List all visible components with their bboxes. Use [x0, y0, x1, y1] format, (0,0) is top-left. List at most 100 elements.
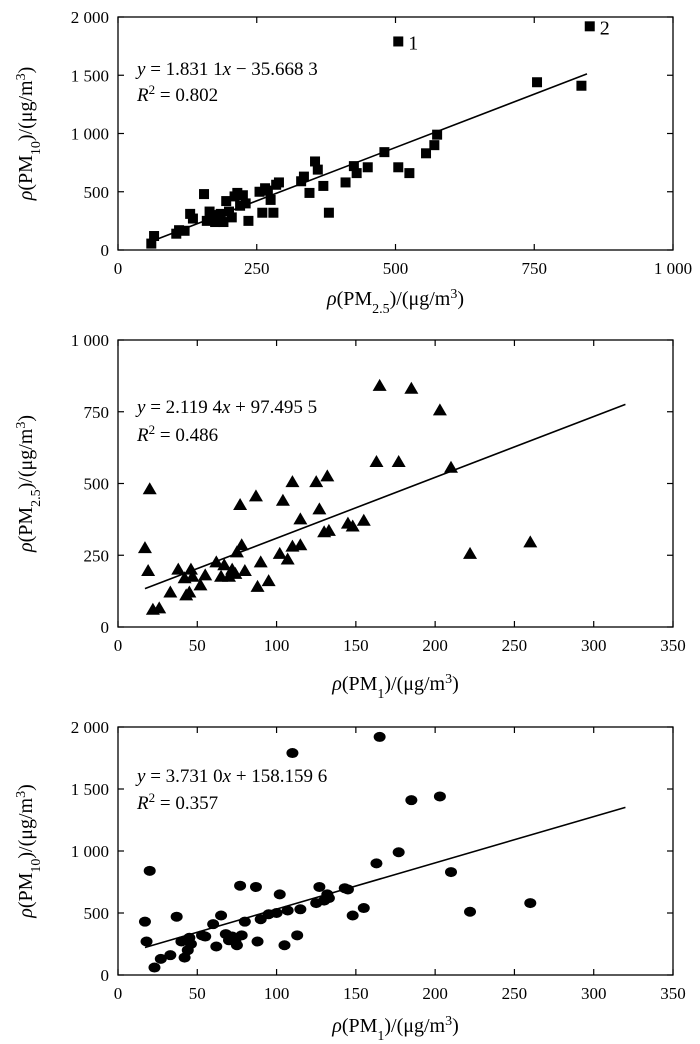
y-axis-label: ρ(PM10)/(μg/m3): [14, 784, 44, 919]
data-point: [212, 214, 223, 225]
data-point: [148, 962, 161, 973]
data-point: [356, 513, 371, 526]
data-point: [261, 574, 276, 587]
data-point: [291, 930, 304, 941]
data-point: [278, 940, 291, 951]
data-point: [146, 238, 157, 249]
r-squared: R2 = 0.486: [136, 422, 218, 447]
data-point: [464, 906, 477, 917]
data-point: [164, 950, 177, 961]
data-point: [304, 187, 315, 198]
y-tick-label: 1 000: [71, 842, 109, 861]
x-tick-label: 250: [244, 259, 270, 278]
x-tick-label: 350: [660, 984, 686, 1003]
data-point: [445, 867, 457, 878]
data-point: [218, 217, 229, 228]
x-tick-label: 100: [264, 636, 290, 655]
data-point: [249, 881, 262, 892]
data-point: [370, 858, 383, 869]
y-tick-label: 2 000: [71, 8, 109, 27]
data-point: [524, 898, 537, 909]
data-point: [235, 200, 246, 211]
x-tick-label: 1 000: [654, 259, 692, 278]
data-point: [265, 194, 276, 205]
data-point: [584, 21, 595, 32]
x-tick-label: 250: [502, 984, 528, 1003]
y-tick-label: 1 000: [71, 331, 109, 350]
r-squared: R2 = 0.802: [136, 82, 218, 107]
y-tick-label: 750: [84, 403, 110, 422]
data-point: [346, 910, 359, 921]
data-point: [138, 916, 151, 927]
regression-equation: y = 2.119 4x + 97.495 5: [135, 397, 317, 418]
data-point: [257, 207, 268, 218]
data-point: [393, 36, 404, 47]
y-tick-label: 0: [101, 618, 110, 637]
data-point: [463, 546, 478, 559]
data-point: [179, 225, 190, 236]
regression-equation: y = 3.731 0x + 158.159 6: [135, 766, 327, 787]
data-point: [149, 231, 160, 242]
y-tick-label: 1 000: [71, 125, 109, 144]
data-point: [250, 579, 265, 592]
data-point: [433, 791, 446, 802]
data-point: [273, 889, 286, 900]
point-annotation: 1: [408, 32, 418, 54]
data-point: [234, 880, 247, 891]
data-point: [230, 940, 243, 951]
x-tick-label: 300: [581, 636, 607, 655]
data-point: [523, 535, 538, 548]
data-point: [268, 207, 279, 218]
data-point: [320, 469, 335, 482]
data-point: [184, 939, 197, 949]
data-point: [193, 578, 208, 591]
data-point: [170, 911, 183, 922]
r-squared: R2 = 0.357: [136, 790, 218, 815]
data-point: [272, 546, 287, 559]
data-point: [312, 502, 327, 515]
chart-panel-2: 0 50 100 150 200 250 300 350 0 250 500 750 1 000 ρ(PM…: [14, 331, 686, 702]
data-point: [373, 731, 386, 742]
data-point: [275, 493, 290, 506]
x-tick-label: 0: [114, 259, 123, 278]
data-point: [293, 538, 308, 551]
data-point: [310, 156, 321, 167]
data-point: [285, 475, 300, 488]
y-tick-label: 500: [84, 904, 110, 923]
data-point: [351, 168, 362, 179]
x-tick-label: 750: [522, 259, 548, 278]
y-axis-label: ρ(PM10)/(μg/m3): [14, 67, 44, 202]
data-point: [210, 941, 223, 952]
data-point: [532, 77, 543, 88]
data-point: [318, 180, 329, 191]
point-annotation: 2: [600, 17, 610, 39]
data-point: [171, 562, 186, 575]
data-point: [362, 162, 373, 173]
data-point: [237, 564, 252, 577]
data-point: [142, 482, 157, 495]
y-tick-label: 500: [84, 475, 110, 494]
y-tick-label: 2 000: [71, 718, 109, 737]
data-point: [294, 904, 307, 915]
data-point: [372, 378, 387, 391]
chart-panel-3: 0 50 100 150 200 250 300 350 0 500 1 000 1 500 2 000…: [14, 718, 686, 1044]
x-tick-label: 150: [343, 984, 369, 1003]
data-point: [154, 953, 167, 964]
data-point: [235, 930, 248, 941]
y-axis-label: ρ(PM2.5)/(μg/m3): [14, 415, 44, 553]
data-point: [226, 212, 237, 223]
x-axis-label: ρ(PM2.5)/(μg/m3): [326, 287, 464, 317]
data-point: [321, 523, 336, 536]
data-point: [152, 601, 167, 614]
x-tick-label: 350: [660, 636, 686, 655]
data-point: [286, 748, 299, 759]
data-point: [185, 569, 200, 582]
data-point: [576, 80, 587, 91]
data-point: [251, 936, 264, 947]
x-tick-label: 100: [264, 984, 290, 1003]
data-point: [404, 381, 419, 394]
data-point: [217, 558, 232, 571]
data-point: [243, 215, 254, 226]
data-point: [405, 795, 418, 806]
